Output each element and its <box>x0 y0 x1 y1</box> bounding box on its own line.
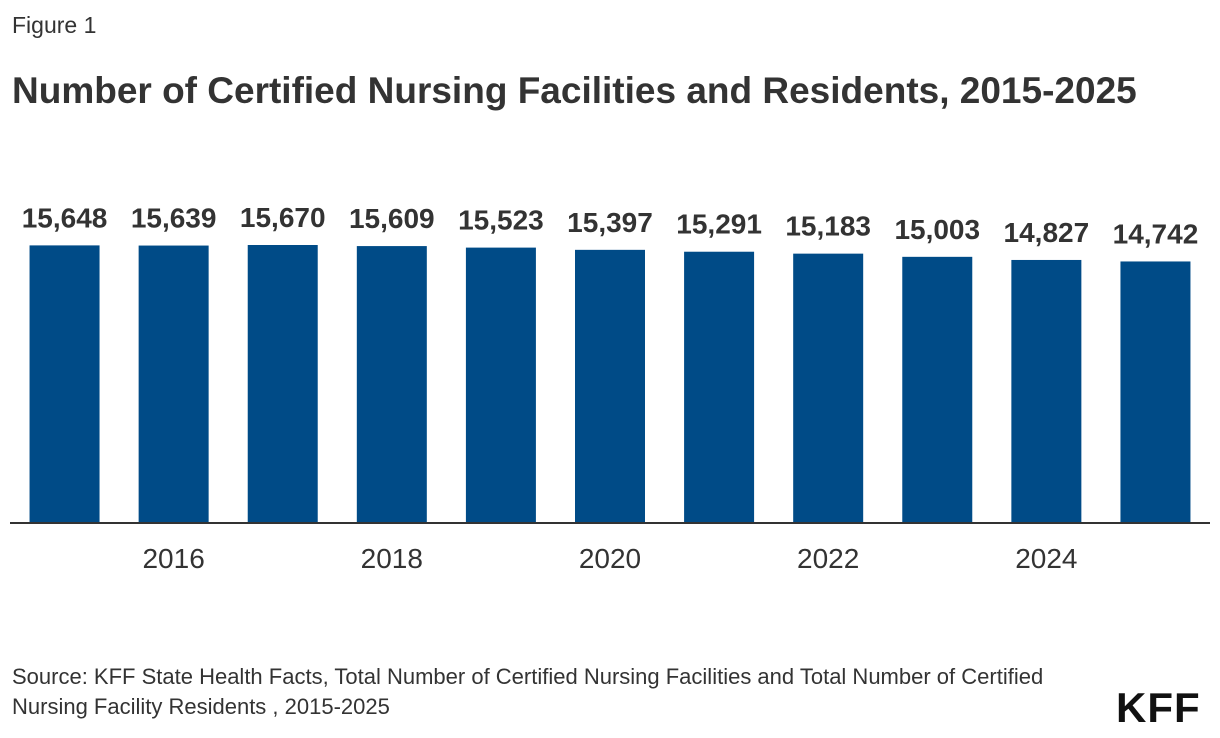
bar-2020 <box>575 249 645 523</box>
value-label-2019: 15,523 <box>458 205 544 236</box>
bar-2021 <box>684 251 755 523</box>
source-note: Source: KFF State Health Facts, Total Nu… <box>12 664 1044 719</box>
value-labels-group: 15,648 15,639 15,670 15,609 15,523 15,397 15,2… <box>22 202 1199 249</box>
bar-2022 <box>793 253 864 523</box>
x-tick-label-2018: 2018 <box>361 543 423 574</box>
x-axis-ticks-group: 2016 2018 2020 2022 2024 <box>142 543 1077 574</box>
bar-2018 <box>356 246 427 523</box>
bar-2017 <box>247 245 318 523</box>
bar-2019 <box>465 247 536 523</box>
x-tick-label-2016: 2016 <box>142 543 204 574</box>
value-label-2015: 15,648 <box>22 202 108 233</box>
x-tick-label-2022: 2022 <box>797 543 859 574</box>
bar-2025 <box>1120 261 1191 523</box>
value-label-2017: 15,670 <box>240 202 326 233</box>
bar-chart: 15,648 15,639 15,670 15,609 15,523 15,397 15,2… <box>10 202 1210 574</box>
bar-2016 <box>138 245 209 523</box>
chart-title: Number of Certified Nursing Facilities a… <box>12 70 1137 111</box>
value-label-2021: 15,291 <box>676 209 762 240</box>
bars-group <box>29 245 1191 523</box>
value-label-2025: 14,742 <box>1113 218 1199 249</box>
value-label-2020: 15,397 <box>567 207 653 238</box>
x-tick-label-2020: 2020 <box>579 543 641 574</box>
figure-label: Figure 1 <box>12 12 97 38</box>
value-label-2024: 14,827 <box>1004 217 1090 248</box>
value-label-2016: 15,639 <box>131 203 217 234</box>
bar-2024 <box>1011 259 1082 523</box>
bar-2015 <box>29 245 100 523</box>
value-label-2022: 15,183 <box>785 211 871 242</box>
value-label-2018: 15,609 <box>349 203 435 234</box>
x-tick-label-2024: 2024 <box>1015 543 1077 574</box>
kff-logo: KFF <box>1116 684 1201 731</box>
bar-2023 <box>902 256 973 523</box>
value-label-2023: 15,003 <box>894 214 980 245</box>
